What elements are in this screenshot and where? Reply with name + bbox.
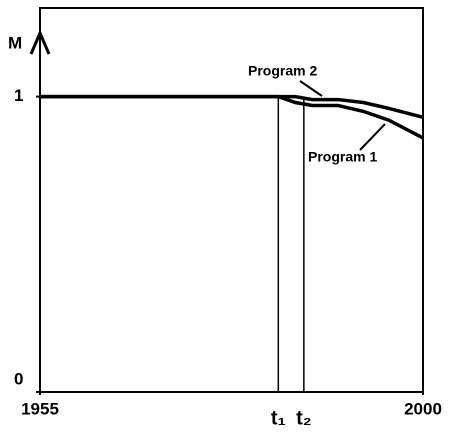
y-axis-arrow xyxy=(29,29,51,55)
series-label: Program 1 xyxy=(308,149,377,165)
y-tick-label: 0 xyxy=(14,369,23,388)
marker-label: t₂ xyxy=(296,407,312,429)
leader-line xyxy=(359,123,386,151)
y-axis-label: M xyxy=(8,33,22,52)
x-tick-label: 1955 xyxy=(21,399,59,418)
series-label: Program 2 xyxy=(248,63,317,79)
leader-line xyxy=(299,80,323,97)
marker-label: t₁ xyxy=(271,407,286,429)
data-line xyxy=(40,94,424,119)
plot-frame xyxy=(39,7,424,393)
x-tick-label: 2000 xyxy=(404,399,442,418)
y-tick-label: 1 xyxy=(14,86,23,105)
